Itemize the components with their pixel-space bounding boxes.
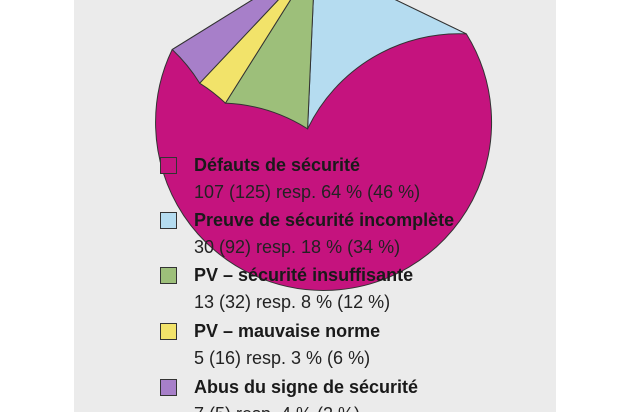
legend-swatch-abus [160,379,177,396]
legend-label-pv-insuffisante: PV – sécurité insuffisante [194,265,414,285]
legend-label-abus: Abus du signe de sécurité [194,377,419,397]
legend-detail-defauts: 107 (125) resp. 64 % (46 %) [194,182,421,202]
pie-chart [155,0,493,291]
legend-label-pv-norme: PV – mauvaise norme [194,321,381,341]
legend-detail-abus: 7 (5) resp. 4 % (2 %) [194,404,360,412]
legend-swatch-defauts [160,157,177,174]
legend-detail-pv-insuffisante: 13 (32) resp. 8 % (12 %) [194,292,391,312]
legend-label-preuve: Preuve de sécurité incomplète [194,210,455,230]
chart-panel: Défauts de sécurité 107 (125) resp. 64 %… [74,0,556,412]
legend-detail-preuve: 30 (92) resp. 18 % (34 %) [194,237,401,257]
legend-detail-pv-norme: 5 (16) resp. 3 % (6 %) [194,348,371,368]
legend-swatch-preuve [160,212,177,229]
pie-slice-pv-insuffisante [224,0,314,130]
pie-slice-preuve [307,0,467,130]
legend-label-defauts: Défauts de sécurité [194,155,361,175]
pie-slice-abus [171,0,279,84]
legend-swatch-pv-norme [160,323,177,340]
legend-swatch-pv-insuffisante [160,267,177,284]
